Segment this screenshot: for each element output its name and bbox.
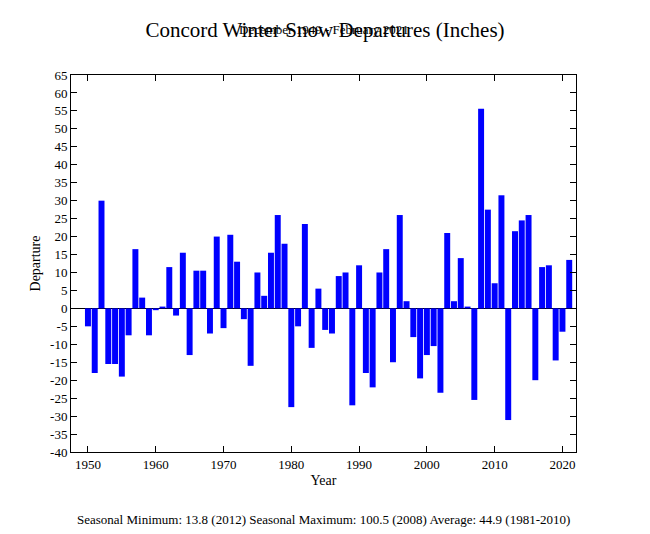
- svg-text:50: 50: [54, 121, 67, 136]
- svg-text:-20: -20: [50, 373, 67, 388]
- svg-text:45: 45: [54, 139, 67, 154]
- svg-text:10: 10: [54, 265, 67, 280]
- svg-text:Concord Winter Snow Departures: Concord Winter Snow Departures (Inches): [145, 18, 504, 42]
- svg-text:-10: -10: [50, 337, 67, 352]
- svg-text:-35: -35: [50, 427, 67, 442]
- svg-text:2000: 2000: [414, 457, 440, 472]
- svg-text:40: 40: [54, 157, 67, 172]
- svg-text:1950: 1950: [75, 457, 101, 472]
- svg-text:1970: 1970: [211, 457, 237, 472]
- svg-text:1980: 1980: [278, 457, 304, 472]
- svg-text:Seasonal Minimum: 13.8 (2012): Seasonal Minimum: 13.8 (2012) Seasonal M…: [77, 512, 570, 527]
- svg-text:-25: -25: [50, 391, 67, 406]
- svg-text:-30: -30: [50, 409, 67, 424]
- svg-text:December 1949 - February 2021: December 1949 - February 2021: [239, 22, 409, 37]
- svg-text:15: 15: [54, 247, 67, 262]
- svg-text:60: 60: [54, 86, 67, 101]
- svg-text:-5: -5: [57, 319, 68, 334]
- svg-text:1990: 1990: [346, 457, 372, 472]
- svg-text:55: 55: [54, 103, 67, 118]
- svg-text:30: 30: [54, 193, 67, 208]
- svg-text:35: 35: [54, 175, 67, 190]
- svg-text:Departure: Departure: [28, 236, 43, 292]
- svg-text:1960: 1960: [143, 457, 169, 472]
- svg-text:25: 25: [54, 211, 67, 226]
- svg-text:-15: -15: [50, 355, 67, 370]
- svg-text:20: 20: [54, 229, 67, 244]
- svg-text:0: 0: [61, 301, 68, 316]
- svg-text:-40: -40: [50, 445, 67, 460]
- svg-text:5: 5: [61, 283, 68, 298]
- svg-text:2020: 2020: [549, 457, 575, 472]
- svg-text:Year: Year: [311, 473, 337, 488]
- svg-text:65: 65: [54, 68, 67, 83]
- svg-text:2010: 2010: [482, 457, 508, 472]
